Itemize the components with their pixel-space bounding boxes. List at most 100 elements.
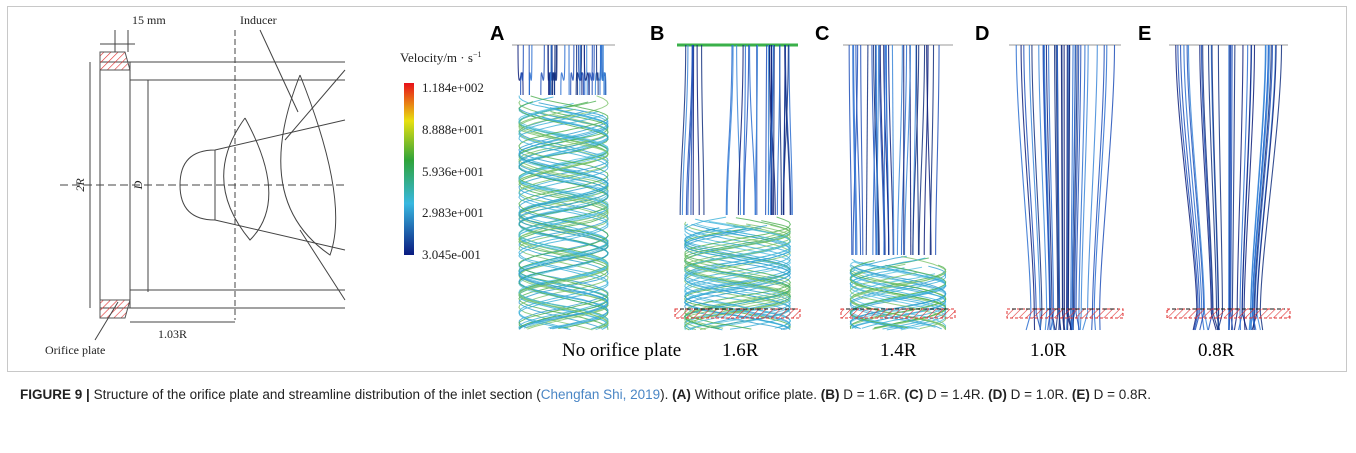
streamline-panel: E 0.8R [1138, 23, 1291, 361]
helix-streamline [518, 114, 609, 330]
streamline [1067, 44, 1070, 331]
streamline [1061, 44, 1066, 331]
caption-item-label: (B) [820, 387, 840, 402]
helix-streamline [518, 111, 609, 329]
streamline [1239, 44, 1249, 331]
streamline [1186, 44, 1205, 331]
streamline [551, 44, 556, 96]
streamline [918, 44, 926, 256]
streamline [1075, 44, 1082, 331]
streamline [1175, 44, 1198, 331]
figure [7, 6, 1347, 372]
streamline [549, 44, 552, 96]
panel-caption: 1.6R [722, 340, 759, 361]
streamline [1230, 44, 1234, 331]
streamline [588, 44, 593, 96]
streamline [852, 44, 857, 256]
streamline [1253, 44, 1272, 331]
schematic-label: Orifice plate [45, 343, 105, 357]
helix-streamline [849, 271, 947, 330]
caption: FIGURE 9 | Structure of the orifice plat… [20, 384, 1340, 406]
streamline [896, 44, 903, 256]
streamline [853, 44, 858, 256]
panel-letter: D [975, 23, 989, 45]
streamline [1078, 44, 1086, 331]
streamline [1200, 44, 1213, 331]
streamline [1070, 44, 1080, 331]
streamline [540, 44, 545, 96]
streamline [776, 44, 781, 216]
streamline [737, 44, 744, 216]
legend-title: Velocity/m · s−1 [400, 50, 481, 65]
streamline [1045, 44, 1056, 331]
streamline [748, 44, 756, 216]
streamline [1066, 44, 1072, 331]
legend-title-exponent: −1 [473, 50, 482, 59]
streamline [725, 44, 733, 216]
caption-item-text: D = 1.6R. [843, 387, 901, 402]
streamline [1082, 44, 1098, 331]
helix-streamline [518, 102, 609, 329]
streamline [520, 44, 524, 96]
orifice-plate [674, 308, 801, 319]
streamline [681, 44, 689, 216]
streamline [685, 44, 693, 216]
caption-text: ). [660, 387, 669, 402]
orifice-plate [840, 308, 956, 319]
panel-letter: E [1138, 23, 1151, 45]
streamline [1248, 44, 1266, 331]
streamline [528, 44, 533, 96]
streamline [1259, 44, 1283, 331]
helix-streamline [518, 101, 609, 330]
streamline [577, 44, 585, 96]
streamline [1187, 44, 1209, 331]
streamline [1072, 44, 1078, 331]
streamline [1243, 44, 1256, 331]
legend-tick: 8.888e+001 [422, 122, 484, 137]
streamline [1091, 44, 1105, 331]
streamline [879, 44, 886, 256]
streamline [599, 44, 602, 96]
panel-caption: 1.4R [880, 340, 917, 361]
helix-streamline [518, 108, 609, 329]
streamline [860, 44, 864, 256]
streamline [1020, 44, 1036, 331]
streamline [923, 44, 929, 256]
caption-item-text: D = 0.8R. [1093, 387, 1151, 402]
streamline [784, 44, 792, 216]
streamline [1070, 44, 1074, 331]
orifice-plate [1166, 308, 1291, 319]
caption-text: Structure of the orifice plate and strea… [93, 387, 541, 402]
streamline [903, 44, 911, 256]
orifice-plate [1006, 308, 1124, 319]
streamline [770, 44, 774, 216]
streamline [788, 44, 793, 216]
streamline [855, 44, 862, 256]
streamline [591, 44, 595, 96]
schematic-label: 2R [73, 178, 87, 192]
streamline [1023, 44, 1042, 331]
streamline [1217, 44, 1223, 331]
schematic [60, 29, 346, 341]
streamline [1228, 44, 1232, 331]
streamline [679, 44, 687, 216]
streamline [891, 44, 895, 256]
streamline [1202, 44, 1219, 331]
streamline [873, 44, 880, 256]
streamline [1251, 44, 1277, 331]
caption-item-label: (C) [904, 387, 924, 402]
streamline [1031, 44, 1043, 331]
streamline [888, 44, 894, 256]
streamline-panel: B 1.6R [650, 23, 801, 361]
streamline [1231, 44, 1236, 331]
streamline [883, 44, 890, 256]
panel-caption: No orifice plate [562, 340, 681, 361]
streamline [586, 44, 588, 96]
panel-letter: B [650, 23, 664, 45]
legend-tick: 5.936e+001 [422, 164, 484, 179]
streamline [1233, 44, 1244, 331]
streamline [1183, 44, 1205, 331]
citation[interactable]: Chengfan Shi, 2019 [540, 387, 661, 402]
streamline [1180, 44, 1201, 331]
